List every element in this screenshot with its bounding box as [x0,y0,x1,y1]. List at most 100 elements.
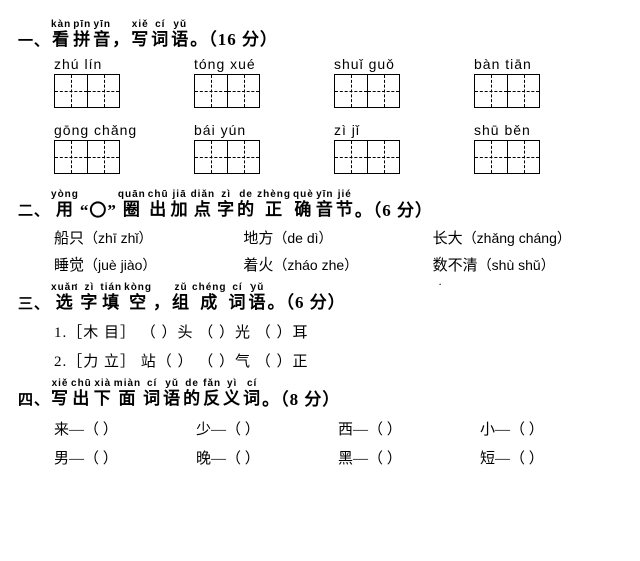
pinyin-cell: gōng chǎng [54,122,194,138]
ruby-word: de的 [237,190,255,220]
title-words: xuǎn选zì字tián填kòng空，zǔ组chéng成cí词yǔ语。（6 分） [50,296,346,312]
section-1-title: 一、kàn看pīn拼yīn音，xiě写cí词yǔ语。（16 分） [18,20,622,50]
title-plain: “〇” [80,201,117,220]
s1-pinyin-row-2: gōng chǎng bái yún zì jǐ shū běn [18,122,622,138]
tianzi-pair [474,74,540,108]
tianzi-pair [194,74,260,108]
tianzi-pair [334,74,400,108]
ruby-word: yīn音 [316,190,334,220]
ruby-word: xiě写 [131,20,149,50]
s3-line: 2.［力 立］ 站（ ） （ ）气 （ ）正 [18,350,622,371]
pinyin-options: （zháo zhe） [273,257,358,273]
dotted-char: 觉 [69,254,84,275]
pinyin-options: （de dì） [273,230,332,246]
box-cell [334,138,474,182]
pinyin-cell: tóng xué [194,56,334,72]
ruby-word: zì字 [217,190,235,220]
dotted-char: 方 [258,227,273,248]
ruby-word: xià下 [94,379,112,409]
s4-cell: 少—（ ） [196,418,338,439]
tianzi-pair [54,140,120,174]
ruby-word: yīn音 [93,20,111,50]
ruby-word: jiā加 [171,190,189,220]
ruby-word: yì义 [223,379,241,409]
ruby-word: tián填 [100,283,122,313]
pinyin-options: （juè jiào） [84,257,156,273]
ruby-word: cí词 [151,20,169,50]
pinyin-options: （shù shǔ） [478,257,555,273]
ruby-word: pīn拼 [73,20,91,50]
ruby-word: jié节 [336,190,354,220]
ruby-word: yǔ语 [163,379,181,409]
title-plain: 。（16 分） [190,30,278,49]
box-cell [474,138,614,182]
pinyin-cell: bàn tiān [474,56,614,72]
title-words: xiě写chū出xià下miàn面cí词yǔ语de的fǎn反yì义cí词。（8 … [50,393,340,409]
section-2-title: 二、yòng用“〇”quān圈chū出jiā加diǎn点zì字de的zhèng正… [18,190,622,220]
box-cell [194,138,334,182]
ruby-word: chéng成 [192,283,226,313]
title-plain: 。（6 分） [355,201,433,220]
ruby-word: kàn看 [51,20,71,50]
s1-box-row-1 [18,72,622,116]
pinyin-cell: zì jǐ [334,122,474,138]
section-3-title: 三、xuǎn选zì字tián填kòng空，zǔ组chéng成cí词yǔ语。（6 … [18,283,622,313]
s4-row: 男—（ ） 晚—（ ） 黑—（ ） 短—（ ） [18,447,622,468]
title-plain: ， [153,293,171,312]
s1-box-row-2 [18,138,622,182]
box-cell [474,72,614,116]
ruby-word: cí词 [243,379,261,409]
ruby-word: yǔ语 [171,20,189,50]
s2-cell: 长大（zhǎng cháng） [433,227,622,248]
ruby-word: cí词 [228,283,246,313]
tianzi-pair [194,140,260,174]
s2-rows: 船只（zhī zhǐ）地方（de dì）长大（zhǎng cháng）睡觉（ju… [18,227,622,275]
s2-cell: 数不清（shù shǔ） [433,254,622,275]
s4-cell: 晚—（ ） [196,447,338,468]
box-cell [54,138,194,182]
s1-pinyin-row-1: zhú lín tóng xué shuǐ guǒ bàn tiān [18,56,622,72]
box-cell [54,72,194,116]
dotted-char: 着 [243,254,258,275]
tianzi-pair [474,140,540,174]
ruby-word: zǔ组 [172,283,190,313]
dotted-char: 长 [433,227,448,248]
ruby-word: diǎn点 [191,190,216,220]
ruby-word: fǎn反 [203,379,221,409]
s4-cell: 小—（ ） [480,418,622,439]
ruby-word: zì字 [80,283,98,313]
ruby-word: kòng空 [124,283,152,313]
s4-cell: 短—（ ） [480,447,622,468]
section-num: 三、 [18,296,50,312]
box-cell [194,72,334,116]
s4-cell: 男—（ ） [54,447,196,468]
s4-row: 来—（ ） 少—（ ） 西—（ ） 小—（ ） [18,418,622,439]
ruby-word: chū出 [71,379,92,409]
s2-row: 船只（zhī zhǐ）地方（de dì）长大（zhǎng cháng） [18,227,622,248]
s2-cell: 船只（zhī zhǐ） [54,227,243,248]
s2-cell: 睡觉（juè jiào） [54,254,243,275]
dotted-char: 数 [433,254,448,275]
section-num: 一、 [18,33,50,49]
title-words: kàn看pīn拼yīn音，xiě写cí词yǔ语。（16 分） [50,33,278,49]
section-4-title: 四、xiě写chū出xià下miàn面cí词yǔ语de的fǎn反yì义cí词。（… [18,379,622,409]
pinyin-options: （zhī zhǐ） [84,230,152,246]
title-plain: 。（8 分） [262,390,340,409]
ruby-word: yòng用 [51,190,79,220]
pinyin-cell: shuǐ guǒ [334,56,474,72]
title-words: yòng用“〇”quān圈chū出jiā加diǎn点zì字de的zhèng正qu… [50,204,433,220]
s4-cell: 来—（ ） [54,418,196,439]
pinyin-cell: shū běn [474,122,614,138]
pinyin-options: （zhǎng cháng） [463,230,571,246]
ruby-word: miàn面 [114,379,141,409]
box-cell [334,72,474,116]
dotted-char: 只 [69,227,84,248]
pinyin-cell: bái yún [194,122,334,138]
title-plain: ， [112,30,130,49]
ruby-word: cí词 [143,379,161,409]
tianzi-pair [334,140,400,174]
s4-cell: 黑—（ ） [338,447,480,468]
ruby-word: de的 [183,379,201,409]
title-plain: 。（6 分） [267,293,345,312]
ruby-word: chū出 [148,190,169,220]
